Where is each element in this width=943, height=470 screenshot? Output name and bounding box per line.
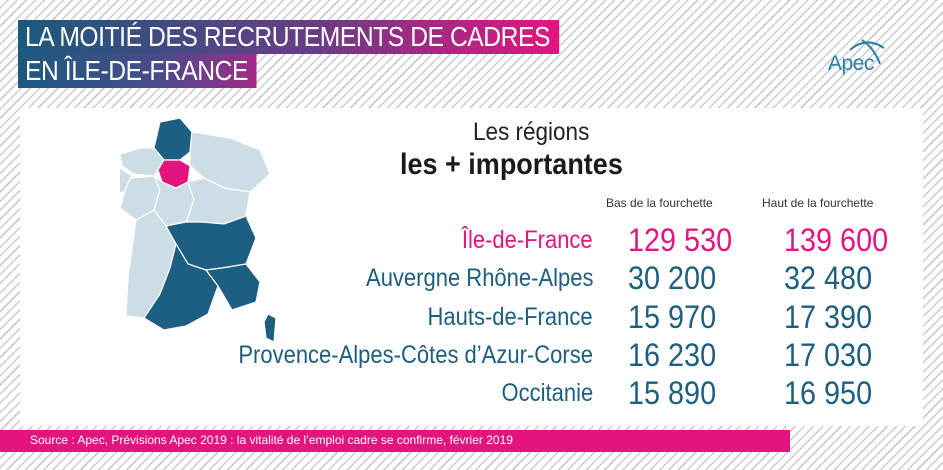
section-title-small: Les régions bbox=[473, 118, 590, 146]
high-value: 139 600 bbox=[784, 222, 889, 258]
apec-logo: Apec bbox=[822, 34, 890, 78]
region-name: Occitanie bbox=[501, 379, 593, 407]
column-header-low: Bas de la fourchette bbox=[606, 196, 713, 210]
table-row: Île-de-France 129 530 139 600 bbox=[20, 222, 923, 262]
region-name: Provence-Alpes-Côtes d’Azur-Corse bbox=[238, 341, 593, 369]
apec-logo-text: Apec bbox=[828, 52, 874, 75]
low-value: 15 970 bbox=[628, 299, 717, 335]
map-region-occitanie bbox=[143, 242, 219, 331]
region-name: Île-de-France bbox=[462, 226, 593, 254]
table-row: Provence-Alpes-Côtes d’Azur-Corse 16 230… bbox=[20, 337, 923, 377]
column-header-high: Haut de la fourchette bbox=[762, 196, 874, 210]
source-text: Source : Apec, Prévisions Apec 2019 : la… bbox=[30, 433, 513, 447]
map-region-corse bbox=[263, 313, 277, 343]
source-bar: Source : Apec, Prévisions Apec 2019 : la… bbox=[0, 430, 790, 452]
headline: LA MOITIÉ DES RECRUTEMENTS DE CADRES EN … bbox=[18, 20, 633, 88]
region-name: Hauts-de-France bbox=[427, 303, 593, 331]
high-value: 17 390 bbox=[784, 299, 873, 335]
section-title-big: les + importantes bbox=[400, 148, 623, 181]
table-row: Auvergne Rhône-Alpes 30 200 32 480 bbox=[20, 260, 923, 300]
content-panel: Les régions les + importantes Bas de la … bbox=[20, 108, 923, 426]
low-value: 15 890 bbox=[628, 375, 717, 411]
table-row: Occitanie 15 890 16 950 bbox=[20, 375, 923, 415]
low-value: 129 530 bbox=[628, 222, 733, 258]
high-value: 17 030 bbox=[784, 337, 873, 373]
headline-line-1: LA MOITIÉ DES RECRUTEMENTS DE CADRES bbox=[18, 20, 559, 54]
high-value: 16 950 bbox=[784, 375, 873, 411]
low-value: 16 230 bbox=[628, 337, 717, 373]
apec-logo-arc-icon bbox=[849, 39, 885, 65]
france-regions-map bbox=[120, 118, 277, 343]
headline-line-2: EN ÎLE-DE-FRANCE bbox=[18, 54, 257, 88]
high-value: 32 480 bbox=[784, 260, 873, 296]
region-name: Auvergne Rhône-Alpes bbox=[365, 264, 593, 292]
low-value: 30 200 bbox=[628, 260, 717, 296]
map-region-hauts-de-france bbox=[153, 118, 193, 161]
table-row: Hauts-de-France 15 970 17 390 bbox=[20, 299, 923, 339]
map-region-paca bbox=[204, 263, 261, 311]
